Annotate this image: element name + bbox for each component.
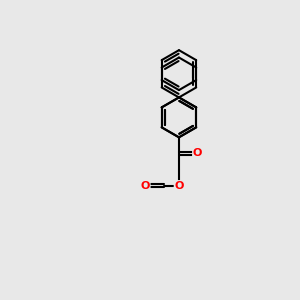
Text: O: O [174,181,184,190]
Text: O: O [193,148,202,158]
Text: O: O [141,181,150,190]
